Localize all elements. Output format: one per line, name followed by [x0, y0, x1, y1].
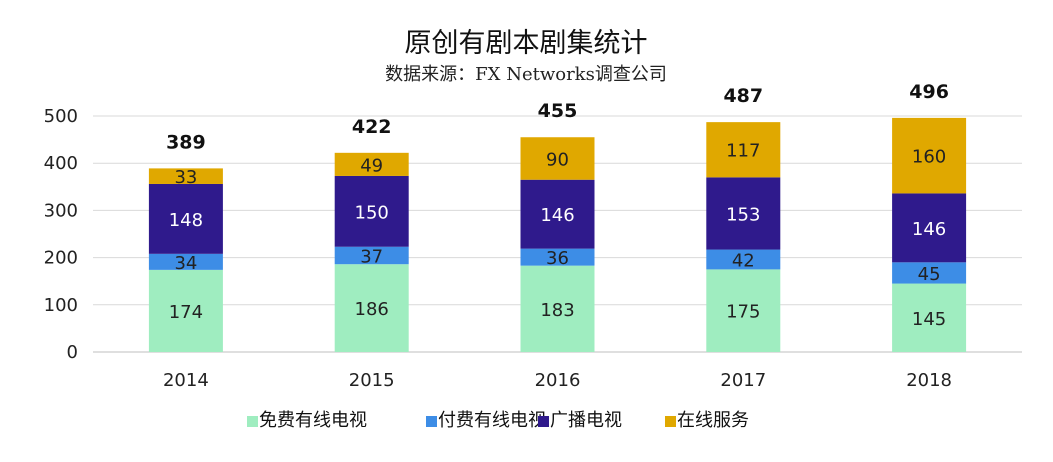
bar-value-label: 34 — [174, 253, 197, 274]
bar-segment — [892, 117, 967, 194]
bar-segment — [892, 262, 967, 284]
x-axis-ticks: 2014 2015 2016 2017 2018 — [163, 370, 952, 391]
bar-value-label: 148 — [169, 210, 203, 231]
legend-label: 广播电视 — [550, 410, 622, 431]
bar-value-label: 175 — [726, 302, 760, 323]
bar-value-label: 174 — [169, 302, 203, 323]
bar-segment — [892, 283, 967, 352]
chart-title: 原创有剧本剧集统计 — [405, 28, 648, 59]
x-tick-label: 2017 — [720, 370, 766, 391]
y-tick-label: 300 — [44, 200, 78, 221]
bar-value-label: 145 — [912, 309, 946, 330]
bar-segment — [892, 193, 967, 263]
bar-segment — [520, 265, 595, 352]
bar-value-label: 183 — [540, 300, 574, 321]
legend-swatch — [426, 416, 437, 427]
x-tick-label: 2016 — [535, 370, 581, 391]
legend-swatch — [247, 416, 258, 427]
bar-value-label: 146 — [912, 219, 946, 240]
bar-value-label: 186 — [355, 299, 389, 320]
y-tick-label: 100 — [44, 295, 78, 316]
bar-segment — [334, 264, 409, 352]
bar-value-label: 49 — [360, 155, 383, 176]
bar-value-label: 117 — [726, 141, 760, 162]
bar-value-label: 150 — [355, 202, 389, 223]
y-tick-label: 400 — [44, 153, 78, 174]
bar-total-label: 496 — [909, 81, 949, 103]
bar-segment — [148, 168, 223, 184]
legend-label: 在线服务 — [677, 410, 749, 431]
bars: 174 34 148 33 389 186 37 150 49 422 183 36 146 90 455 1… — [148, 81, 967, 352]
bar-value-label: 90 — [546, 149, 569, 170]
bar-value-label: 160 — [912, 147, 946, 168]
bar-segment — [148, 183, 223, 254]
bar-value-label: 33 — [174, 167, 197, 188]
bar-total-label: 487 — [723, 85, 763, 107]
y-tick-label: 500 — [44, 106, 78, 127]
legend-swatch — [538, 416, 549, 427]
bar-total-label: 455 — [538, 100, 578, 122]
y-tick-label: 200 — [44, 248, 78, 269]
bar-segment — [334, 175, 409, 247]
bar-segment — [706, 249, 781, 270]
y-axis-ticks: 0 100 200 300 400 500 — [44, 106, 78, 363]
bar-segment — [334, 152, 409, 176]
bar-segment — [148, 253, 223, 270]
bar-value-label: 37 — [360, 246, 383, 267]
bar-value-label: 146 — [540, 205, 574, 226]
bar-value-label: 153 — [726, 204, 760, 225]
bar-value-label: 45 — [918, 264, 941, 285]
legend-label: 付费有线电视 — [438, 410, 546, 431]
chart-subtitle: 数据来源：FX Networks调查公司 — [385, 64, 667, 85]
x-tick-label: 2014 — [163, 370, 209, 391]
bar-segment — [706, 269, 781, 352]
bar-segment — [334, 246, 409, 265]
bar-segment — [148, 269, 223, 352]
bar-segment — [520, 179, 595, 249]
legend: 免费有线电视 付费有线电视 广播电视 在线服务 — [247, 410, 749, 431]
bar-segment — [706, 122, 781, 178]
bar-value-label: 36 — [546, 248, 569, 269]
x-tick-label: 2018 — [906, 370, 952, 391]
bar-segment — [520, 137, 595, 180]
bar-segment — [706, 177, 781, 250]
legend-label: 免费有线电视 — [259, 410, 367, 431]
y-tick-label: 0 — [67, 342, 78, 363]
bar-total-label: 422 — [352, 116, 392, 138]
x-tick-label: 2015 — [349, 370, 395, 391]
bar-total-label: 389 — [166, 131, 206, 153]
bar-segment — [520, 248, 595, 266]
legend-swatch — [665, 416, 676, 427]
bar-value-label: 42 — [732, 250, 755, 271]
